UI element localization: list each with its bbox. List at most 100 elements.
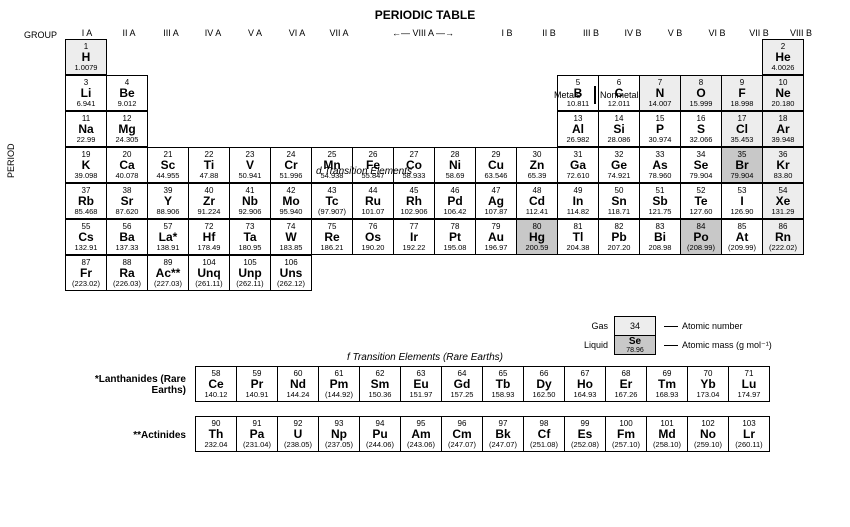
element-cell-hg: 80Hg200.59: [516, 219, 558, 255]
group-header: I A: [66, 26, 108, 40]
atomic-mass: 88.906: [148, 208, 188, 216]
atomic-mass: 51.996: [271, 172, 311, 180]
element-symbol: C: [599, 87, 639, 100]
legend-liquid-label: Liquid: [568, 340, 614, 350]
empty-cell: [270, 75, 312, 111]
element-symbol: Sr: [107, 195, 147, 208]
element-symbol: Sm: [360, 378, 400, 391]
element-cell-p: 15P30.974: [639, 111, 681, 147]
atomic-mass: 183.85: [271, 244, 311, 252]
element-cell-w: 74W183.85: [270, 219, 312, 255]
element-symbol: Xe: [763, 195, 803, 208]
element-symbol: Pb: [599, 231, 639, 244]
empty-cell: [598, 255, 640, 291]
element-symbol: Ni: [435, 159, 475, 172]
element-cell-lu: 71Lu174.97: [728, 366, 770, 402]
element-symbol: Fm: [606, 428, 646, 441]
element-symbol: B: [558, 87, 598, 100]
element-symbol: Kr: [763, 159, 803, 172]
empty-cell: [311, 111, 353, 147]
element-symbol: Ba: [107, 231, 147, 244]
element-symbol: Be: [107, 87, 147, 100]
atomic-mass: 167.26: [606, 391, 646, 399]
element-symbol: Bk: [483, 428, 523, 441]
element-cell-uns: 106Uns(262.12): [270, 255, 312, 291]
element-symbol: Ga: [558, 159, 598, 172]
atomic-mass: 204.38: [558, 244, 598, 252]
empty-cell: [147, 75, 189, 111]
element-cell-rn: 86Rn(222.02): [762, 219, 804, 255]
atomic-mass: 74.921: [599, 172, 639, 180]
element-symbol: Ti: [189, 159, 229, 172]
element-symbol: Cm: [442, 428, 482, 441]
atomic-mass: 180.95: [230, 244, 270, 252]
empty-cell: [434, 111, 476, 147]
atomic-mass: 85.468: [66, 208, 106, 216]
element-symbol: N: [640, 87, 680, 100]
element-cell-be: 4Be9.012: [106, 75, 148, 111]
element-cell-pa: 91Pa(231.04): [236, 416, 278, 452]
element-cell-cd: 48Cd112.41: [516, 183, 558, 219]
atomic-mass: 78.960: [640, 172, 680, 180]
atomic-mass: 158.93: [483, 391, 523, 399]
atomic-mass: 126.90: [722, 208, 762, 216]
element-cell-s: 16S32.066: [680, 111, 722, 147]
empty-cell: [188, 111, 230, 147]
atomic-mass: 186.21: [312, 244, 352, 252]
element-cell-br: 35Br79.904: [721, 147, 763, 183]
element-cell-b: 5B10.811: [557, 75, 599, 111]
atomic-mass: 87.620: [107, 208, 147, 216]
empty-cell: [475, 75, 517, 111]
atomic-mass: 195.08: [435, 244, 475, 252]
actinides-block: **Actinides 90Th232.0491Pa(231.04)92U(23…: [66, 417, 842, 453]
element-symbol: Ne: [763, 87, 803, 100]
atomic-mass: (262.12): [271, 280, 311, 288]
element-symbol: Au: [476, 231, 516, 244]
empty-cell: [311, 39, 353, 75]
atomic-mass: 14.007: [640, 100, 680, 108]
atomic-mass: (243.06): [401, 441, 441, 449]
element-cell-o: 8O15.999: [680, 75, 722, 111]
element-symbol: Gd: [442, 378, 482, 391]
empty-cell: [229, 111, 271, 147]
empty-cell: [393, 111, 435, 147]
element-symbol: F: [722, 87, 762, 100]
element-symbol: Na: [66, 123, 106, 136]
element-cell-sr: 38Sr87.620: [106, 183, 148, 219]
element-symbol: Sc: [148, 159, 188, 172]
element-cell-si: 14Si28.086: [598, 111, 640, 147]
element-cell-po: 84Po(208.99): [680, 219, 722, 255]
element-cell-tc: 43Tc(97.907): [311, 183, 353, 219]
atomic-mass: (260.11): [729, 441, 769, 449]
element-symbol: Pm: [319, 378, 359, 391]
element-cell-y: 39Y88.906: [147, 183, 189, 219]
element-cell-ho: 67Ho164.93: [564, 366, 606, 402]
atomic-mass: (257.10): [606, 441, 646, 449]
element-cell-yb: 70Yb173.04: [687, 366, 729, 402]
element-symbol: Te: [681, 195, 721, 208]
element-symbol: U: [278, 428, 318, 441]
element-symbol: Al: [558, 123, 598, 136]
element-cell-at: 85At(209.99): [721, 219, 763, 255]
element-symbol: Zn: [517, 159, 557, 172]
atomic-mass: 101.07: [353, 208, 393, 216]
atomic-mass: 40.078: [107, 172, 147, 180]
atomic-mass: (247.07): [483, 441, 523, 449]
group-header: II A: [108, 26, 150, 40]
atomic-mass: 1.0079: [66, 64, 106, 72]
atomic-mass: 164.93: [565, 391, 605, 399]
element-cell-ta: 73Ta180.95: [229, 219, 271, 255]
lanthanides-label: *Lanthanides (Rare Earths): [66, 374, 196, 396]
element-symbol: Nb: [230, 195, 270, 208]
element-cell-al: 13Al26.982: [557, 111, 599, 147]
element-symbol: Tc: [312, 195, 352, 208]
atomic-mass: (231.04): [237, 441, 277, 449]
element-cell-sm: 62Sm150.36: [359, 366, 401, 402]
element-cell-mo: 42Mo95.940: [270, 183, 312, 219]
element-cell-f: 9F18.998: [721, 75, 763, 111]
atomic-mass: 58.69: [435, 172, 475, 180]
empty-cell: [393, 75, 435, 111]
element-symbol: W: [271, 231, 311, 244]
element-cell-np: 93Np(237.05): [318, 416, 360, 452]
empty-cell: [557, 255, 599, 291]
